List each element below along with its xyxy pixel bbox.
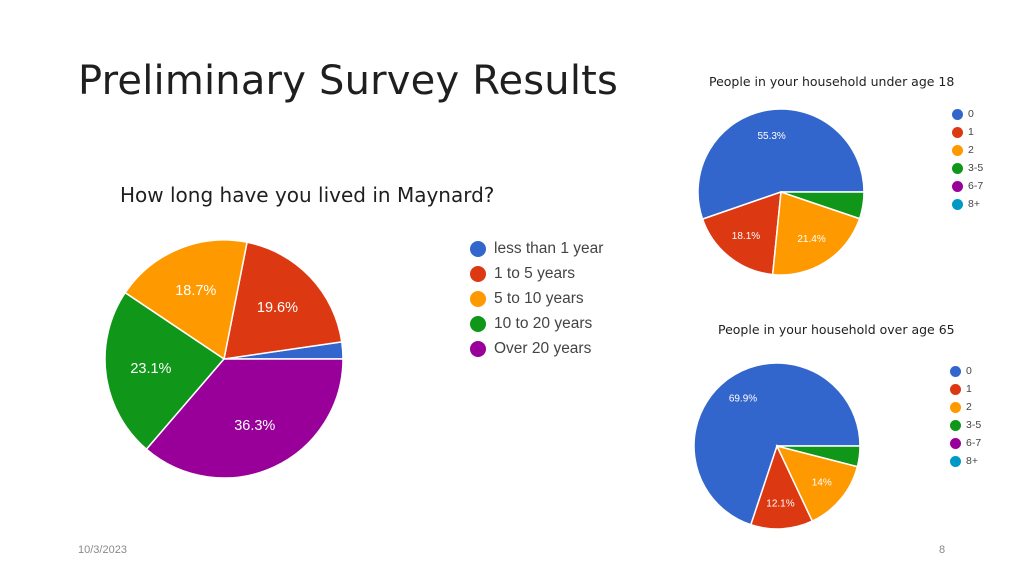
pie-slice-3-5 xyxy=(776,445,861,468)
legend-swatch xyxy=(470,240,486,257)
slide-title: Preliminary Survey Results xyxy=(78,58,619,104)
legend-swatch xyxy=(950,437,961,449)
pie-data-label: 18.7% xyxy=(175,283,216,299)
legend-swatch xyxy=(952,144,963,156)
legend-label: 1 xyxy=(966,383,972,395)
pie-slice-1-to-5-years xyxy=(223,241,343,360)
legend-item: 1 xyxy=(952,123,983,141)
legend-swatch xyxy=(952,162,963,174)
legend-label: 6-7 xyxy=(968,180,984,192)
legend-swatch xyxy=(950,419,961,431)
legend-label: less than 1 year xyxy=(494,239,604,257)
legend-swatch xyxy=(950,383,961,395)
chart-residence-title: How long have you lived in Maynard? xyxy=(120,183,495,207)
legend-item: 1 to 5 years xyxy=(470,261,603,286)
legend-item: 8+ xyxy=(950,452,981,470)
legend-swatch xyxy=(950,401,961,413)
legend-swatch xyxy=(950,455,961,467)
pie-slice-0 xyxy=(693,362,861,526)
chart-residence-legend: less than 1 year 1 to 5 years 5 to 10 year… xyxy=(470,236,603,361)
pie-data-label: 55.3% xyxy=(757,131,785,142)
pie-slice-5-to-10-years xyxy=(124,239,248,361)
legend-item: 10 to 20 years xyxy=(470,311,603,336)
legend-label: 8+ xyxy=(968,198,980,210)
chart-over65-pie: 69.9% 12.1% 14% xyxy=(693,362,861,530)
legend-item: 3-5 xyxy=(950,416,981,434)
legend-swatch xyxy=(950,365,961,377)
legend-item: 6-7 xyxy=(952,177,983,195)
legend-label: 0 xyxy=(968,108,974,120)
legend-item: 6-7 xyxy=(950,434,981,452)
pie-data-label: 18.1% xyxy=(732,231,760,242)
legend-item: 8+ xyxy=(952,195,983,213)
legend-label: 3-5 xyxy=(968,162,984,174)
chart-residence-pie: 19.6% 18.7% 23.1% 36.3% xyxy=(104,239,344,479)
chart-under18-pie: 55.3% 18.1% 21.4% xyxy=(697,108,865,276)
legend-label: 0 xyxy=(966,365,972,377)
pie-data-label: 12.1% xyxy=(766,499,794,510)
legend-label: 8+ xyxy=(966,455,978,467)
pie-slice-2 xyxy=(771,190,861,276)
legend-item: 2 xyxy=(950,398,981,416)
chart-over65-title: People in your household over age 65 xyxy=(718,322,955,337)
legend-swatch xyxy=(952,180,963,192)
legend-swatch xyxy=(952,198,963,210)
chart-under18-legend: 0 1 2 3-5 6-7 8+ xyxy=(952,105,983,213)
legend-label: 3-5 xyxy=(966,419,982,431)
legend-item: less than 1 year xyxy=(470,236,603,261)
pie-slice-over-20-years xyxy=(145,358,344,479)
pie-slice-1 xyxy=(749,443,814,530)
pie-slice-3-5 xyxy=(780,191,865,220)
legend-item: 5 to 10 years xyxy=(470,286,603,311)
legend-item: 1 xyxy=(950,380,981,398)
legend-swatch xyxy=(952,108,963,120)
pie-data-label: 69.9% xyxy=(729,393,757,404)
pie-data-label: 36.3% xyxy=(234,418,275,434)
legend-swatch xyxy=(470,340,486,357)
pie-slice-2 xyxy=(775,444,859,523)
legend-item: 2 xyxy=(952,141,983,159)
legend-label: 2 xyxy=(966,401,972,413)
legend-label: Over 20 years xyxy=(494,339,592,357)
pie-data-label: 21.4% xyxy=(797,234,825,245)
footer-date: 10/3/2023 xyxy=(78,544,127,556)
legend-label: 5 to 10 years xyxy=(494,289,584,307)
chart-under18-title: People in your household under age 18 xyxy=(709,74,955,89)
legend-item: 3-5 xyxy=(952,159,983,177)
legend-swatch xyxy=(952,126,963,138)
pie-data-label: 14% xyxy=(812,478,832,489)
legend-item: 0 xyxy=(952,105,983,123)
legend-label: 1 xyxy=(968,126,974,138)
legend-item: Over 20 years xyxy=(470,336,603,361)
legend-label: 10 to 20 years xyxy=(494,314,593,332)
legend-label: 2 xyxy=(968,144,974,156)
legend-item: 0 xyxy=(950,362,981,380)
pie-slice-10-to-20-years xyxy=(104,291,226,451)
pie-data-label: 19.6% xyxy=(257,300,298,316)
chart-over65-legend: 0 1 2 3-5 6-7 8+ xyxy=(950,362,981,470)
page-number: 8 xyxy=(939,544,946,556)
pie-slice-1 xyxy=(701,190,782,276)
legend-swatch xyxy=(470,315,486,332)
legend-swatch xyxy=(470,290,486,307)
pie-data-label: 23.1% xyxy=(130,361,171,377)
legend-swatch xyxy=(470,265,486,282)
legend-label: 1 to 5 years xyxy=(494,264,575,282)
legend-label: 6-7 xyxy=(966,437,982,449)
